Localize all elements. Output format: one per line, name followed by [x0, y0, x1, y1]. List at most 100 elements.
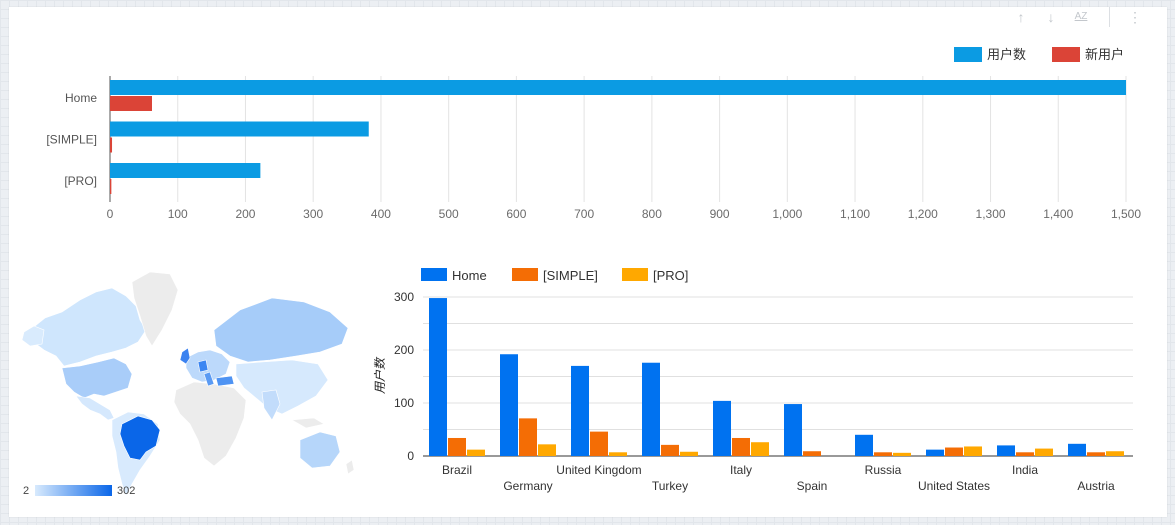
- hbar-bars: [110, 80, 1126, 194]
- users-by-product-chart: 用户数 新用户 Home [SIMPLE] [PRO] 0 100 200 300 400 50…: [46, 47, 1142, 221]
- vbar-bar: [429, 298, 447, 456]
- vbar-bar: [1087, 452, 1105, 456]
- hbar-category-label: Home: [65, 91, 97, 105]
- map-region-indonesia: [291, 417, 325, 429]
- hbar-x-tick-label: 200: [235, 207, 255, 221]
- vbar-bar: [661, 444, 679, 456]
- map-region-canada: [29, 287, 147, 367]
- vbar-category-label: Brazil: [442, 463, 472, 477]
- vbar-legend: Home [SIMPLE] [PRO]: [421, 268, 688, 283]
- vbar-category-label: United States: [918, 479, 990, 493]
- vbar-y-tick-label: 0: [407, 449, 414, 463]
- vbar-bar: [680, 451, 698, 456]
- more-vertical-icon[interactable]: ⋮: [1128, 9, 1142, 25]
- hbar-legend: 用户数 新用户: [954, 47, 1124, 62]
- hbar-x-tick-label: 100: [168, 207, 188, 221]
- toolbar-divider: [1109, 7, 1110, 27]
- hbar-x-tick-label: 600: [506, 207, 526, 221]
- map-region-brazil: [119, 415, 161, 461]
- hbar-tick-labels: 0 100 200 300 400 500 600 700 800 900 1,000 1,100 1,…: [107, 207, 1142, 221]
- vbar-bar: [997, 445, 1015, 456]
- map-land: [21, 271, 355, 497]
- hbar-x-tick-label: 500: [439, 207, 459, 221]
- vbar-legend-swatch: [512, 268, 538, 281]
- vbar-bar: [893, 452, 911, 456]
- hbar-x-tick-label: 400: [371, 207, 391, 221]
- hbar-bar: [110, 80, 1126, 95]
- vbar-bars: [429, 298, 1124, 456]
- vbar-bar: [448, 437, 466, 456]
- vbar-bar: [874, 452, 892, 456]
- hbar-x-tick-label: 900: [710, 207, 730, 221]
- hbar-legend-swatch: [954, 47, 982, 62]
- map-region-turkey: [215, 375, 235, 387]
- hbar-x-tick-label: 1,300: [976, 207, 1006, 221]
- vbar-bar: [803, 451, 821, 456]
- vbar-bar: [609, 452, 627, 456]
- vbar-legend-label: [PRO]: [653, 268, 688, 283]
- vbar-bar: [945, 447, 963, 456]
- hbar-category-label: [SIMPLE]: [46, 133, 97, 147]
- hbar-bar: [110, 96, 152, 111]
- hbar-x-tick-label: 1,100: [840, 207, 870, 221]
- vbar-bar: [1068, 443, 1086, 456]
- hbar-x-tick-label: 1,400: [1043, 207, 1073, 221]
- vbar-y-axis-label: 用户数: [373, 356, 387, 394]
- vbar-bar: [500, 354, 518, 456]
- map-region-russia: [213, 297, 349, 363]
- map-legend-gradient: [35, 485, 112, 496]
- vbar-category-label: Spain: [797, 479, 828, 493]
- map-region-europe: [185, 349, 231, 383]
- vbar-bar: [590, 431, 608, 456]
- hbar-legend-swatch: [1052, 47, 1080, 62]
- vbar-y-tick-labels: 0 100 200 300: [394, 290, 414, 463]
- hbar-bar: [110, 137, 113, 153]
- map-region-australia: [299, 431, 341, 469]
- vbar-y-tick-label: 100: [394, 396, 414, 410]
- map-region-newzealand: [345, 459, 355, 475]
- vbar-bar: [571, 365, 589, 456]
- vbar-bar: [519, 418, 537, 456]
- vbar-category-label: Italy: [730, 463, 752, 477]
- map-region-asia: [235, 359, 329, 415]
- hbar-legend-label: 用户数: [987, 47, 1026, 62]
- vbar-category-label: Russia: [865, 463, 902, 477]
- hbar-category-labels: Home [SIMPLE] [PRO]: [46, 91, 97, 188]
- vbar-bar: [1035, 448, 1053, 456]
- hbar-category-label: [PRO]: [64, 174, 97, 188]
- vbar-bar: [784, 404, 802, 456]
- vbar-bar: [713, 400, 731, 456]
- sort-az-button[interactable]: AZ: [1074, 11, 1088, 22]
- hbar-legend-label: 新用户: [1085, 47, 1124, 62]
- map-legend-max: 302: [117, 485, 135, 497]
- map-region-uk: [179, 347, 191, 365]
- vbar-category-label: United Kingdom: [556, 463, 641, 477]
- map-region-mexico: [75, 395, 115, 421]
- hbar-x-tick-label: 800: [642, 207, 662, 221]
- vbar-legend-label: [SIMPLE]: [543, 268, 598, 283]
- vbar-category-label: Germany: [503, 479, 552, 493]
- vbar-bar: [1106, 451, 1124, 456]
- hbar-bar: [110, 163, 261, 178]
- map-region-italy: [203, 371, 215, 387]
- hbar-x-tick-label: 1,200: [908, 207, 938, 221]
- hbar-bar: [110, 121, 369, 137]
- map-region-germany: [197, 359, 209, 373]
- hbar-bar: [110, 179, 112, 194]
- map-region-india: [261, 389, 281, 421]
- hbar-x-tick-label: 1,000: [772, 207, 802, 221]
- hbar-x-tick-label: 300: [303, 207, 323, 221]
- map-region-greenland: [131, 271, 179, 347]
- hbar-x-tick-label: 0: [107, 207, 114, 221]
- map-region-usa: [61, 357, 133, 399]
- vbar-bar: [964, 446, 982, 456]
- vbar-category-label: Austria: [1077, 479, 1115, 493]
- arrow-up-icon[interactable]: ↑: [1017, 9, 1025, 25]
- arrow-down-icon[interactable]: ↓: [1047, 9, 1055, 25]
- hbar-x-tick-label: 700: [574, 207, 594, 221]
- vbar-bar: [751, 442, 769, 456]
- vbar-y-tick-label: 200: [394, 343, 414, 357]
- vbar-legend-swatch: [421, 268, 447, 281]
